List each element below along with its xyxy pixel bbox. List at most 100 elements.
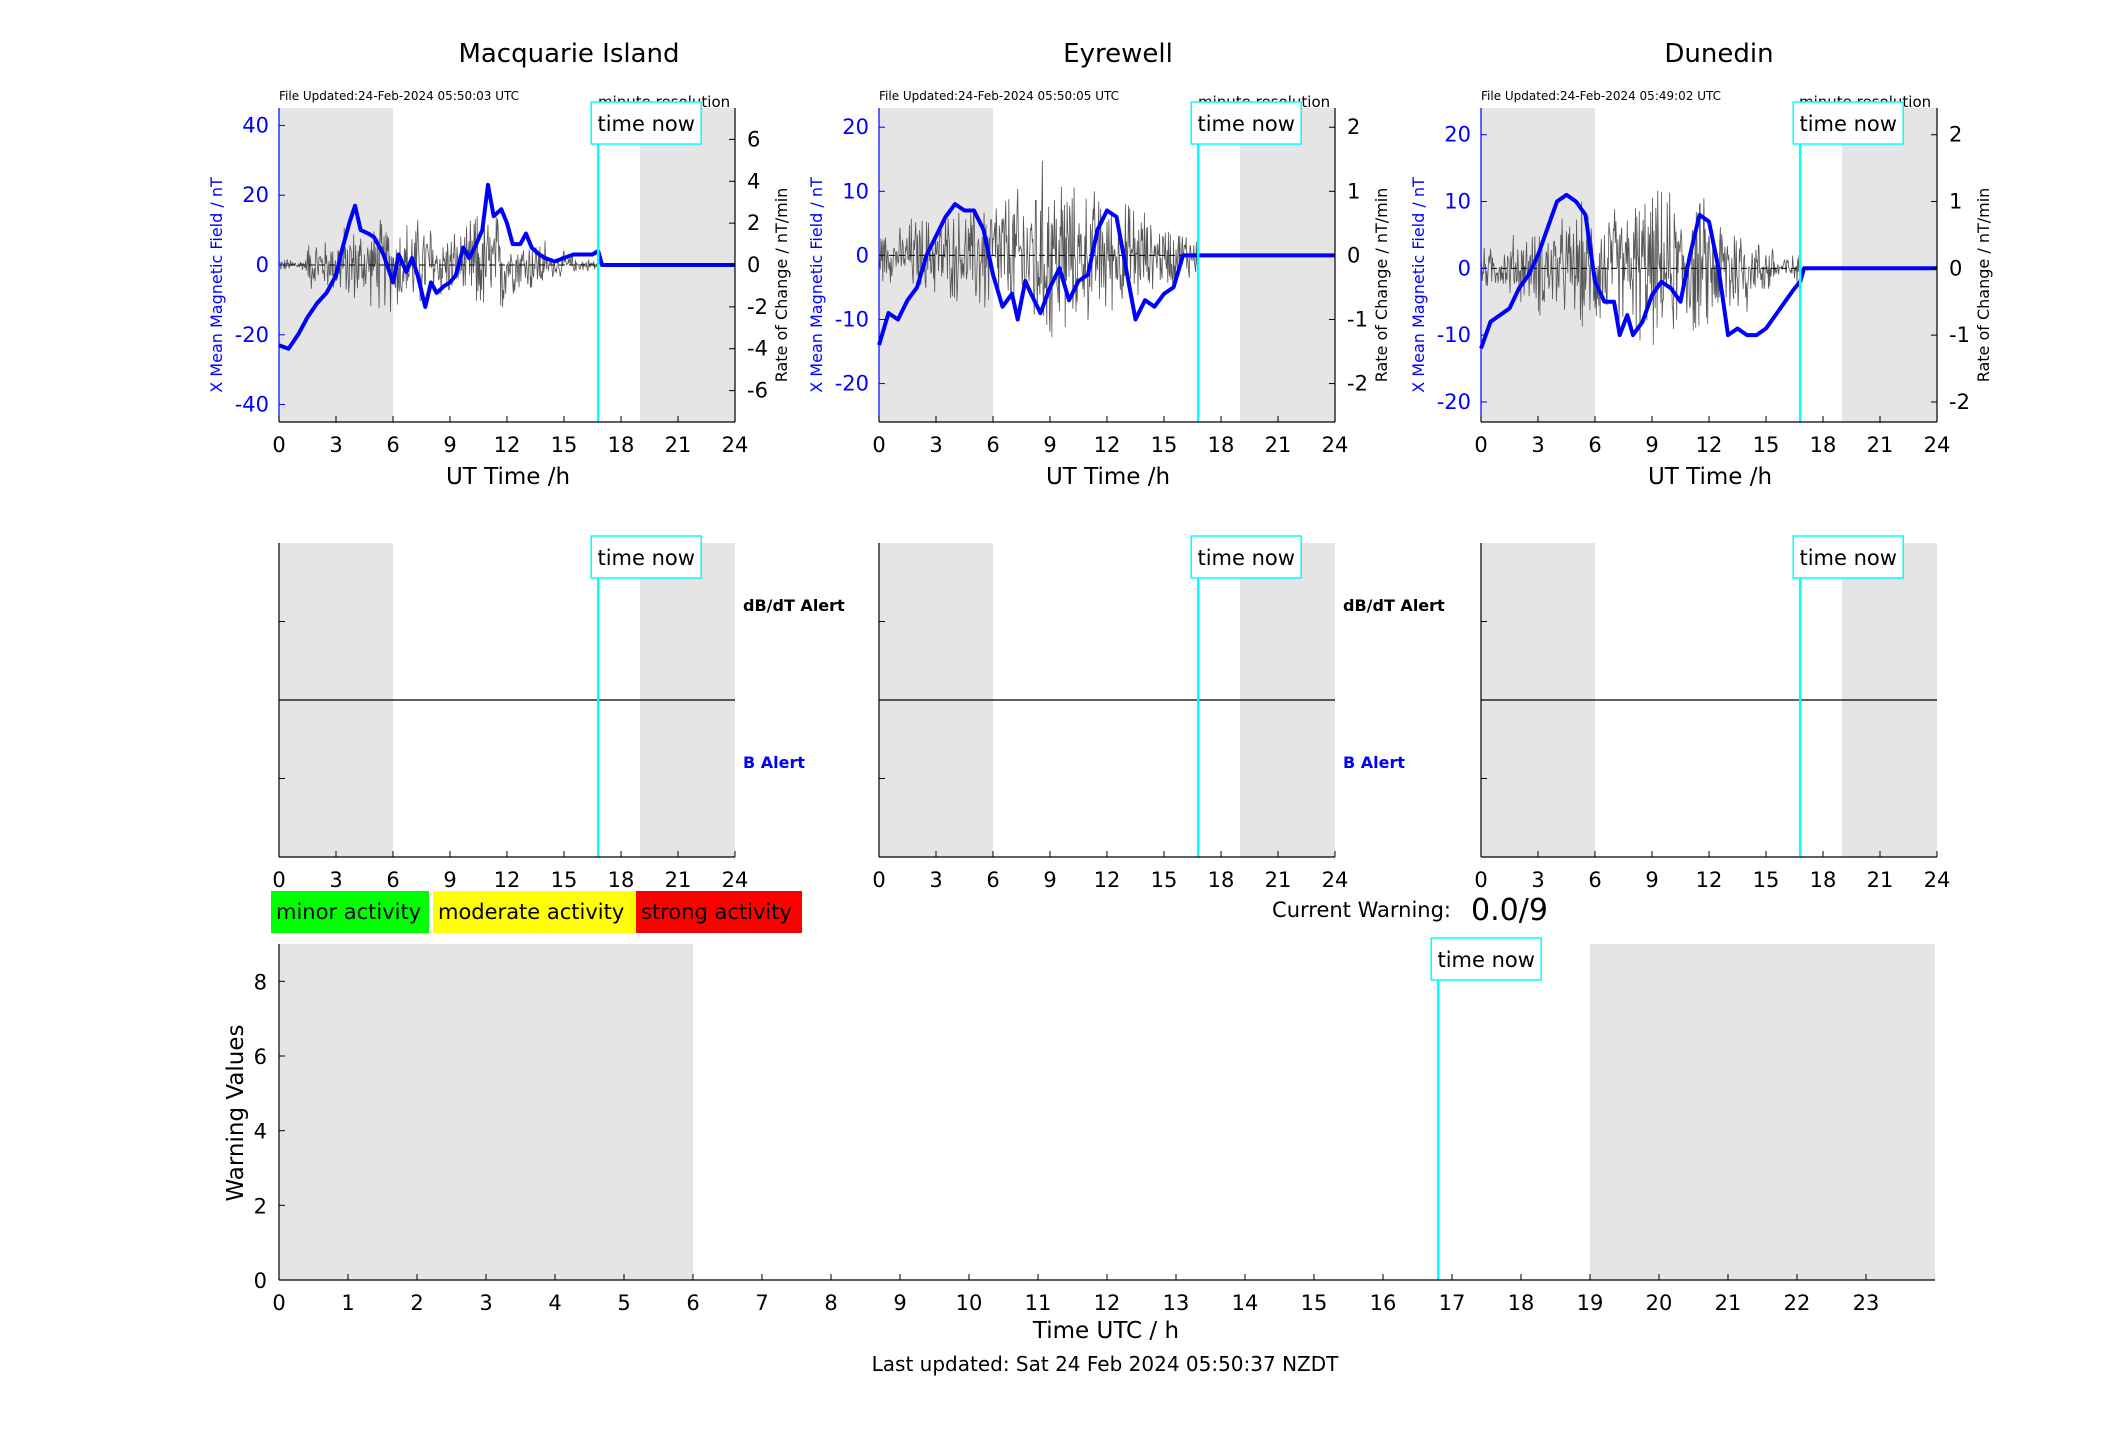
ytick-left-label-p1-20: 20 bbox=[842, 115, 869, 139]
legend-swatch-1 bbox=[433, 891, 636, 933]
xtick-label-a0-9: 9 bbox=[443, 868, 456, 892]
ytick-right-label-p0-0: 0 bbox=[747, 253, 760, 277]
time-now-label-w: time now bbox=[1437, 948, 1534, 972]
time-now-label-a1: time now bbox=[1197, 546, 1294, 570]
xtick-label-a2-9: 9 bbox=[1645, 868, 1658, 892]
ytick-right-label-p0-2: 2 bbox=[747, 211, 760, 235]
ylabel-left-eyrewell: X Mean Magnetic Field / nT bbox=[807, 177, 826, 393]
ytick-left-label-p2--20: -20 bbox=[1437, 390, 1471, 414]
ytick-right-label-p1-2: 2 bbox=[1347, 115, 1360, 139]
warning-xtick-label-18: 18 bbox=[1508, 1291, 1535, 1315]
xtick-label-a0-18: 18 bbox=[608, 868, 635, 892]
ytick-left-label-p2-20: 20 bbox=[1444, 123, 1471, 147]
xtick-label-p2-9: 9 bbox=[1645, 433, 1658, 457]
rate-of-change-line-p0 bbox=[278, 216, 599, 312]
night-shade-w-0 bbox=[279, 944, 693, 1280]
current-warning-label: Current Warning: bbox=[1272, 898, 1451, 922]
legend-swatch-0 bbox=[271, 891, 429, 933]
field-line-p0 bbox=[278, 182, 735, 351]
xtick-label-p1-21: 21 bbox=[1265, 433, 1292, 457]
ylabel-right-dunedin: Rate of Change / nT/min bbox=[1974, 188, 1993, 383]
ytick-right-label-p1-0: 0 bbox=[1347, 243, 1360, 267]
night-shade-w-1 bbox=[1590, 944, 1935, 1280]
xtick-label-p0-18: 18 bbox=[608, 433, 635, 457]
time-now-box-w bbox=[1430, 937, 1542, 981]
xtick-label-p1-0: 0 bbox=[872, 433, 885, 457]
warning-xtick-label-3: 3 bbox=[479, 1291, 492, 1315]
warning-ylabel: Warning Values bbox=[223, 1024, 249, 1201]
warning-xtick-label-11: 11 bbox=[1025, 1291, 1052, 1315]
legend-label-2: strong activity bbox=[641, 900, 792, 924]
warning-xtick-label-17: 17 bbox=[1439, 1291, 1466, 1315]
xtick-label-p2-15: 15 bbox=[1753, 433, 1780, 457]
xtick-label-a1-18: 18 bbox=[1208, 868, 1235, 892]
ytick-right-label-p0-6: 6 bbox=[747, 127, 760, 151]
xtick-label-a1-3: 3 bbox=[929, 868, 942, 892]
xtick-label-p0-0: 0 bbox=[272, 433, 285, 457]
xtick-label-a0-21: 21 bbox=[665, 868, 692, 892]
ylabel-left-dunedin: X Mean Magnetic Field / nT bbox=[1409, 177, 1428, 393]
warning-xtick-label-23: 23 bbox=[1853, 1291, 1880, 1315]
ytick-left-label-p0--20: -20 bbox=[235, 323, 269, 347]
warning-xtick-label-0: 0 bbox=[272, 1291, 285, 1315]
xtick-label-a0-15: 15 bbox=[551, 868, 578, 892]
file-updated-eyrewell: File Updated:24-Feb-2024 05:50:05 UTC bbox=[879, 89, 1119, 103]
ylabel-right-eyrewell: Rate of Change / nT/min bbox=[1372, 188, 1391, 383]
ytick-right-label-p0--6: -6 bbox=[747, 379, 768, 403]
xtick-label-a0-3: 3 bbox=[329, 868, 342, 892]
ytick-left-label-p0--40: -40 bbox=[235, 393, 269, 417]
time-now-box-a0 bbox=[590, 535, 702, 579]
ytick-right-label-p1--1: -1 bbox=[1347, 307, 1368, 331]
panel-title-dunedin: Dunedin bbox=[1664, 39, 1773, 69]
xtick-label-a1-9: 9 bbox=[1043, 868, 1056, 892]
xtick-label-a2-24: 24 bbox=[1924, 868, 1951, 892]
ytick-right-label-p0--2: -2 bbox=[747, 295, 768, 319]
ytick-left-label-p2-0: 0 bbox=[1458, 256, 1471, 280]
file-updated-macquarie: File Updated:24-Feb-2024 05:50:03 UTC bbox=[279, 89, 519, 103]
warning-ytick-label-8: 8 bbox=[254, 970, 267, 994]
last-updated: Last updated: Sat 24 Feb 2024 05:50:37 N… bbox=[872, 1352, 1340, 1376]
time-now-box-p1 bbox=[1190, 101, 1302, 145]
ytick-right-label-p2-1: 1 bbox=[1949, 190, 1962, 214]
xtick-label-p1-9: 9 bbox=[1043, 433, 1056, 457]
current-warning-value: 0.0/9 bbox=[1471, 893, 1548, 928]
warning-xtick-label-8: 8 bbox=[824, 1291, 837, 1315]
xtick-label-p1-18: 18 bbox=[1208, 433, 1235, 457]
alert-label-b-macquarie: B Alert bbox=[743, 753, 805, 772]
ytick-left-label-p1-10: 10 bbox=[842, 179, 869, 203]
ytick-right-label-p1-1: 1 bbox=[1347, 179, 1360, 203]
warning-xtick-label-22: 22 bbox=[1784, 1291, 1811, 1315]
ytick-right-label-p2-0: 0 bbox=[1949, 256, 1962, 280]
ytick-right-label-p0-4: 4 bbox=[747, 169, 760, 193]
xtick-label-a0-12: 12 bbox=[494, 868, 521, 892]
legend-label-1: moderate activity bbox=[438, 900, 624, 924]
warning-xtick-label-20: 20 bbox=[1646, 1291, 1673, 1315]
warning-xtick-label-10: 10 bbox=[956, 1291, 983, 1315]
time-now-box-a1 bbox=[1190, 535, 1302, 579]
rate-of-change-line-p2 bbox=[1480, 190, 1801, 345]
legend-swatch-2 bbox=[636, 891, 802, 933]
warning-xtick-label-15: 15 bbox=[1301, 1291, 1328, 1315]
xtick-label-a2-6: 6 bbox=[1588, 868, 1601, 892]
xtick-label-p0-24: 24 bbox=[722, 433, 749, 457]
night-shade-p1-0 bbox=[879, 108, 993, 422]
xlabel-macquarie: UT Time /h bbox=[446, 464, 570, 490]
xtick-label-a1-0: 0 bbox=[872, 868, 885, 892]
warning-xlabel: Time UTC / h bbox=[1032, 1318, 1179, 1344]
alert-label-dbdt-macquarie: dB/dT Alert bbox=[743, 596, 845, 615]
xtick-label-p1-15: 15 bbox=[1151, 433, 1178, 457]
warning-xtick-label-13: 13 bbox=[1163, 1291, 1190, 1315]
time-now-box-p2 bbox=[1792, 101, 1904, 145]
xtick-label-p2-6: 6 bbox=[1588, 433, 1601, 457]
xtick-label-p1-24: 24 bbox=[1322, 433, 1349, 457]
xtick-label-a1-15: 15 bbox=[1151, 868, 1178, 892]
xtick-label-p1-6: 6 bbox=[986, 433, 999, 457]
xtick-label-a2-18: 18 bbox=[1810, 868, 1837, 892]
ytick-left-label-p1--20: -20 bbox=[835, 372, 869, 396]
xtick-label-a1-24: 24 bbox=[1322, 868, 1349, 892]
alert-label-b-eyrewell: B Alert bbox=[1343, 753, 1405, 772]
time-now-label-a2: time now bbox=[1799, 546, 1896, 570]
ytick-right-label-p2--2: -2 bbox=[1949, 390, 1970, 414]
